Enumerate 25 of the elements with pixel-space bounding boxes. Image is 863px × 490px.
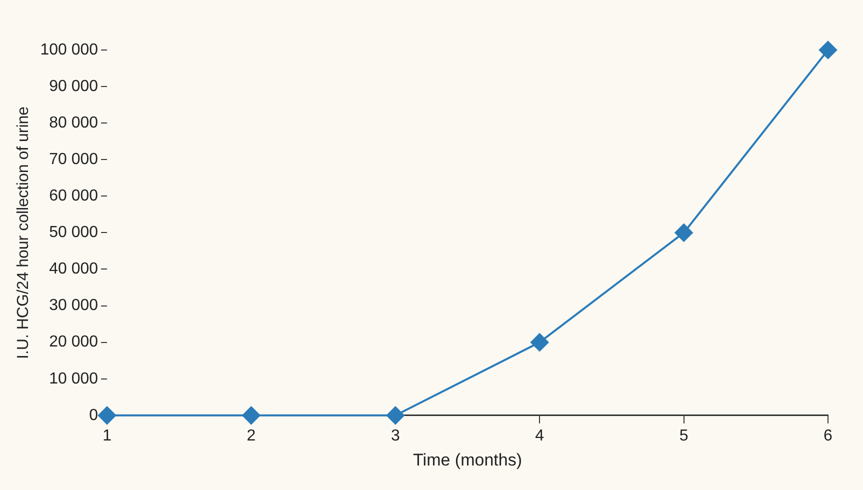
- y-tick-label: 100 000: [40, 41, 98, 58]
- x-tick-label: 1: [102, 427, 112, 444]
- point: [530, 333, 549, 352]
- y-tick-label: 80 000: [49, 114, 98, 132]
- y-tick-label: 60 000: [49, 188, 98, 205]
- y-tick-label: 30 000: [49, 297, 98, 314]
- y-tick-label: 70 000: [49, 151, 98, 168]
- y-tick-label: 10 000: [49, 370, 98, 388]
- point: [674, 224, 693, 242]
- point: [819, 41, 837, 59]
- y-tick-label: 20 000: [49, 334, 98, 351]
- x-tick-label: 6: [824, 427, 833, 444]
- y-axis-title: I.U. HCG/24 hour collection of urine: [15, 106, 32, 359]
- x-tick-label: 5: [679, 427, 688, 444]
- point: [98, 406, 116, 424]
- x-axis-title: Time (months): [413, 450, 522, 470]
- y-tick-label: 40 000: [49, 260, 98, 278]
- point: [386, 406, 404, 424]
- x-tick-label: 4: [535, 427, 544, 444]
- y-tick-label: 50 000: [49, 224, 98, 242]
- y-tick-label: 90 000: [49, 78, 98, 95]
- point: [242, 406, 260, 424]
- y-tick-label: 0: [89, 406, 98, 424]
- x-tick-label: 3: [390, 427, 400, 444]
- x-tick-label: 2: [246, 427, 256, 444]
